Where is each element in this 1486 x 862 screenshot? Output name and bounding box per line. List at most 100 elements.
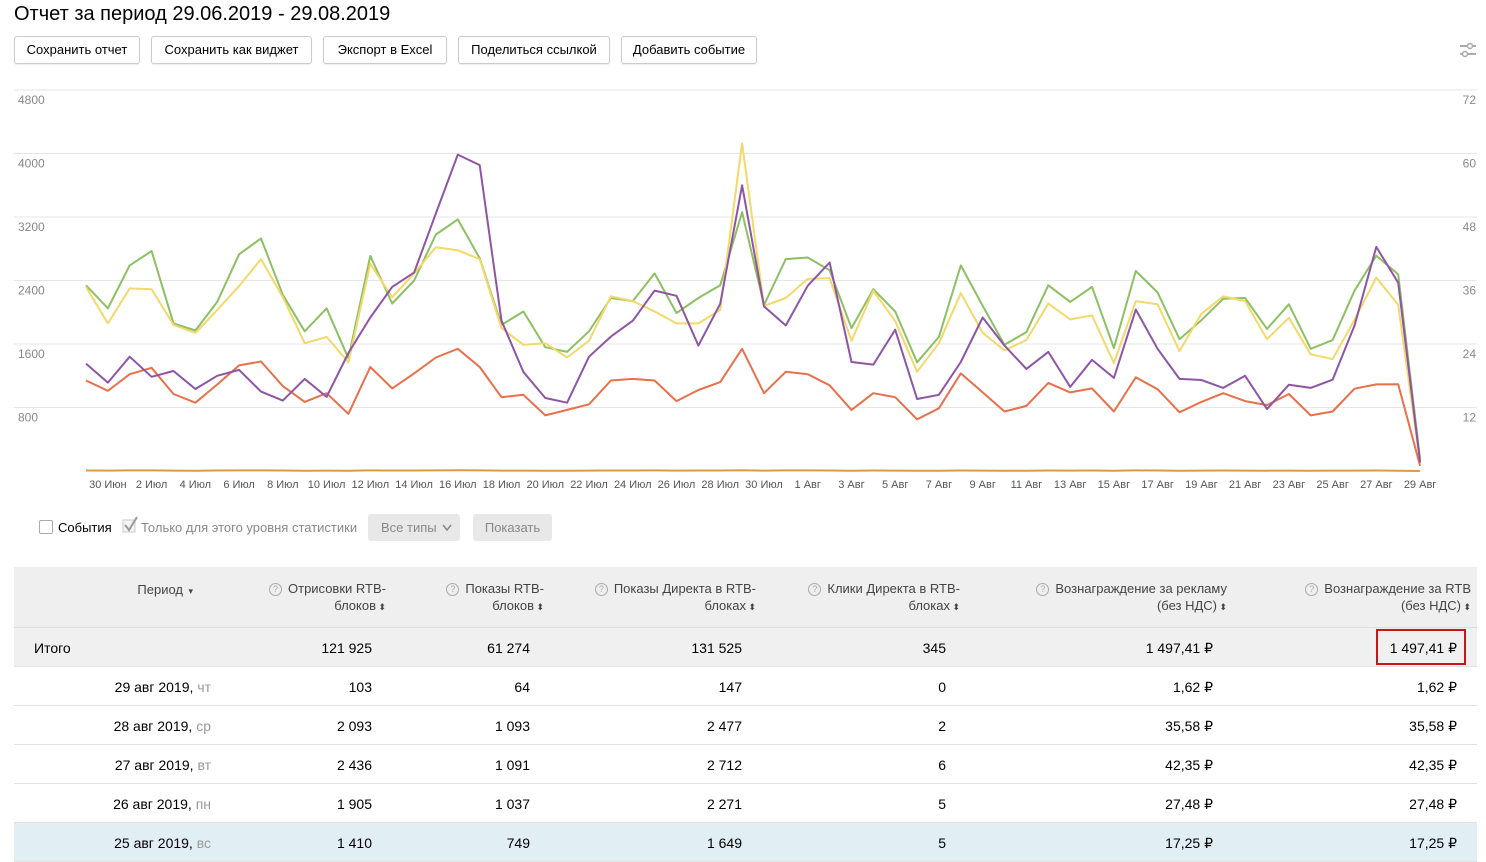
help-icon: ? — [269, 583, 282, 596]
table-cell: 17,25 ₽ — [1409, 835, 1457, 851]
sort-icon: ⬍ — [1219, 602, 1227, 612]
x-tick-label: 2 Июл — [136, 479, 168, 491]
y-tick-label: 2400 — [18, 284, 45, 298]
x-tick-label: 5 Авг — [882, 479, 908, 491]
weekday: чт — [197, 679, 211, 695]
x-tick-label: 29 Авг — [1404, 479, 1436, 491]
header-text: блоков — [492, 598, 534, 613]
toolbar-button[interactable]: Поделиться ссылкой — [458, 36, 610, 64]
help-icon: ? — [1305, 583, 1319, 596]
date: 29 авг 2019, — [114, 679, 194, 695]
table-cell: 103 — [348, 679, 372, 695]
table-cell: 131 525 — [691, 640, 742, 656]
period-cell: 26 авг 2019, пн — [113, 796, 211, 812]
toolbar-button[interactable]: Добавить событие — [621, 36, 757, 64]
table-cell: 5 — [938, 835, 946, 851]
x-tick-label: 20 Июл — [526, 479, 564, 491]
table-cell: 64 — [514, 679, 530, 695]
column-header[interactable]: ? Вознаграждение за RTB (без НДС) ⬍ — [1305, 580, 1471, 616]
x-tick-label: 1 Авг — [795, 479, 821, 491]
date: 26 авг 2019, — [113, 796, 192, 812]
toolbar-button[interactable]: Сохранить отчет — [14, 36, 140, 64]
x-tick-label: 13 Авг — [1054, 479, 1086, 491]
table-cell: 2 093 — [336, 718, 372, 734]
x-tick-label: 23 Авг — [1273, 479, 1305, 491]
types-text: Все типы — [381, 520, 437, 535]
header-line: блоках ⬍ — [595, 597, 756, 616]
table-cell: 1 497,41 ₽ — [1389, 640, 1457, 656]
chart: 800 1600 2400 3200 4000 4800 12 24 36 48 60 72 30 Ию… — [14, 89, 1477, 491]
series-line — [85, 153, 1422, 463]
column-header[interactable]: ? Отрисовки RTB-блоков ⬍ — [269, 580, 386, 616]
table-cell: 42,35 ₽ — [1165, 757, 1213, 773]
column-header[interactable]: ? Показы RTB-блоков ⬍ — [446, 580, 544, 616]
y2-tick-label: 36 — [1463, 284, 1477, 298]
x-tick-label: 25 Авг — [1316, 479, 1348, 491]
table-cell: 2 271 — [706, 796, 742, 812]
x-tick-label: 30 Июл — [745, 479, 783, 491]
total-label: Итого — [34, 640, 71, 656]
table-header — [14, 567, 1477, 628]
weekday: вт — [197, 757, 211, 773]
period-cell: 25 авг 2019, вс — [114, 835, 211, 851]
table-row: 29 авг 2019, чт 103 64 147 0 1,62 ₽ 1,62 ₽ — [14, 667, 1477, 706]
x-tick-label: 15 Авг — [1098, 479, 1130, 491]
header-line: блоков ⬍ — [269, 597, 386, 616]
x-tick-label: 6 Июл — [223, 479, 255, 491]
header-line: ? Показы RTB- — [446, 580, 544, 597]
report-table: Период ▾ ? Отрисовки RTB-блоков ⬍ ? Показы RTB… — [14, 567, 1477, 862]
types-dropdown[interactable]: Все типы — [368, 514, 460, 541]
sort-icon: ▾ — [188, 586, 193, 596]
help-icon: ? — [1036, 583, 1050, 596]
weekday: ср — [196, 718, 211, 734]
table-row: 26 авг 2019, пн 1 905 1 037 2 271 5 27,48 ₽ 27… — [14, 784, 1477, 823]
toolbar-button[interactable]: Экспорт в Excel — [323, 36, 447, 64]
help-icon: ? — [594, 583, 608, 596]
table-cell: 345 — [922, 640, 946, 656]
column-header[interactable]: ? Клики Директа в RTB-блоках ⬍ — [808, 580, 960, 616]
checkbox-checked[interactable] — [122, 515, 138, 533]
series-line — [85, 469, 1421, 472]
series-line — [85, 211, 1422, 460]
header-text: (без НДС) — [1400, 598, 1461, 613]
header-line: ? Вознаграждение за RTB — [1305, 580, 1471, 597]
series-line — [85, 347, 1422, 467]
header-text: блоках — [704, 598, 746, 613]
y2-tick-label: 60 — [1463, 157, 1477, 171]
table-cell: 0 — [938, 679, 946, 695]
page-title: Отчет за период 29.06.2019 - 29.08.2019 — [14, 3, 391, 25]
table-cell: 1 649 — [706, 835, 742, 851]
y-tick-label: 3200 — [18, 220, 45, 234]
settings-icon[interactable] — [1459, 42, 1477, 58]
checkbox[interactable] — [39, 520, 53, 534]
column-header[interactable]: ? Показы Директа в RTB-блоках ⬍ — [594, 580, 756, 616]
date: 27 авг 2019, — [114, 757, 194, 773]
y-tick-label: 4800 — [18, 93, 45, 107]
table-cell: 42,35 ₽ — [1409, 757, 1457, 773]
table-cell: 6 — [938, 757, 946, 773]
x-tick-label: 16 Июл — [439, 479, 477, 491]
sort-icon: ⬍ — [378, 602, 386, 612]
table-cell: 27,48 ₽ — [1165, 796, 1213, 812]
sort-icon: ⬍ — [952, 602, 960, 612]
x-tick-label: 12 Июл — [351, 479, 389, 491]
column-header[interactable]: Период ▾ — [137, 581, 193, 600]
toolbar-button[interactable]: Сохранить как виджет — [151, 36, 312, 64]
table-cell: 2 477 — [706, 718, 742, 734]
table-cell: 35,58 ₽ — [1165, 718, 1213, 734]
y-tick-label: 1600 — [18, 347, 45, 361]
table-row: 25 авг 2019, вс 1 410 749 1 649 5 17,25 ₽ 17,2… — [14, 823, 1477, 862]
table-cell: 61 274 — [487, 640, 530, 656]
x-tick-label: 21 Авг — [1229, 479, 1261, 491]
level-only-label: Только для этого уровня статистики — [141, 520, 358, 535]
column-header[interactable]: ? Вознаграждение за рекламу (без НДС) ⬍ — [1036, 580, 1227, 616]
table-row: 28 авг 2019, ср 2 093 1 093 2 477 2 35,58 ₽ 35… — [14, 706, 1477, 745]
y-tick-label: 4000 — [18, 157, 45, 171]
x-tick-label: 8 Июл — [267, 479, 299, 491]
header-line: (без НДС) ⬍ — [1036, 597, 1227, 616]
x-tick-label: 10 Июл — [308, 479, 346, 491]
x-tick-label: 22 Июл — [570, 479, 608, 491]
x-tick-label: 17 Авг — [1141, 479, 1173, 491]
period-cell: 27 авг 2019, вт — [115, 757, 211, 773]
show-button[interactable]: Показать — [473, 514, 552, 541]
